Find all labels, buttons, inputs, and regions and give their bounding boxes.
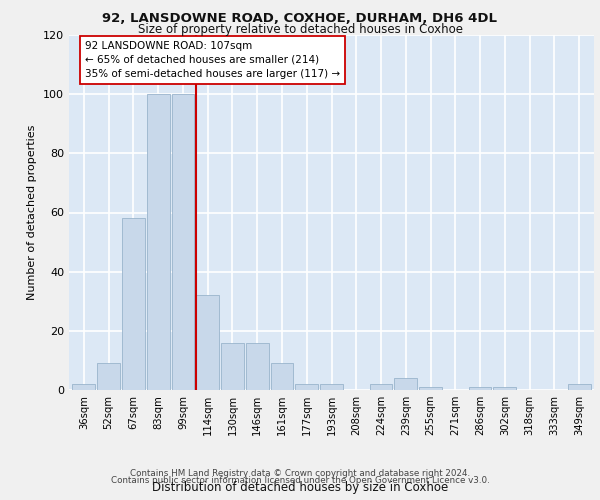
Bar (122, 218, 145, 390)
Bar (469, 387, 491, 390)
Bar (246, 342, 269, 390)
Text: 92 LANSDOWNE ROAD: 107sqm
← 65% of detached houses are smaller (214)
35% of semi: 92 LANSDOWNE ROAD: 107sqm ← 65% of detac… (85, 41, 340, 79)
Bar (370, 384, 392, 390)
Text: Contains public sector information licensed under the Open Government Licence v3: Contains public sector information licen… (110, 476, 490, 485)
Text: 92, LANSDOWNE ROAD, COXHOE, DURHAM, DH6 4DL: 92, LANSDOWNE ROAD, COXHOE, DURHAM, DH6 … (103, 12, 497, 26)
Text: Contains HM Land Registry data © Crown copyright and database right 2024.: Contains HM Land Registry data © Crown c… (130, 468, 470, 477)
Bar (295, 384, 318, 390)
Text: Distribution of detached houses by size in Coxhoe: Distribution of detached houses by size … (152, 480, 448, 494)
Bar (394, 378, 417, 390)
Bar (97, 364, 120, 390)
Bar (172, 94, 194, 390)
Text: Size of property relative to detached houses in Coxhoe: Size of property relative to detached ho… (137, 22, 463, 36)
Bar (493, 387, 516, 390)
Bar (147, 94, 170, 390)
Bar (73, 384, 95, 390)
Bar (221, 342, 244, 390)
Bar (320, 384, 343, 390)
Bar (196, 296, 219, 390)
Y-axis label: Number of detached properties: Number of detached properties (28, 125, 37, 300)
Bar (568, 384, 590, 390)
Bar (419, 387, 442, 390)
Bar (271, 364, 293, 390)
